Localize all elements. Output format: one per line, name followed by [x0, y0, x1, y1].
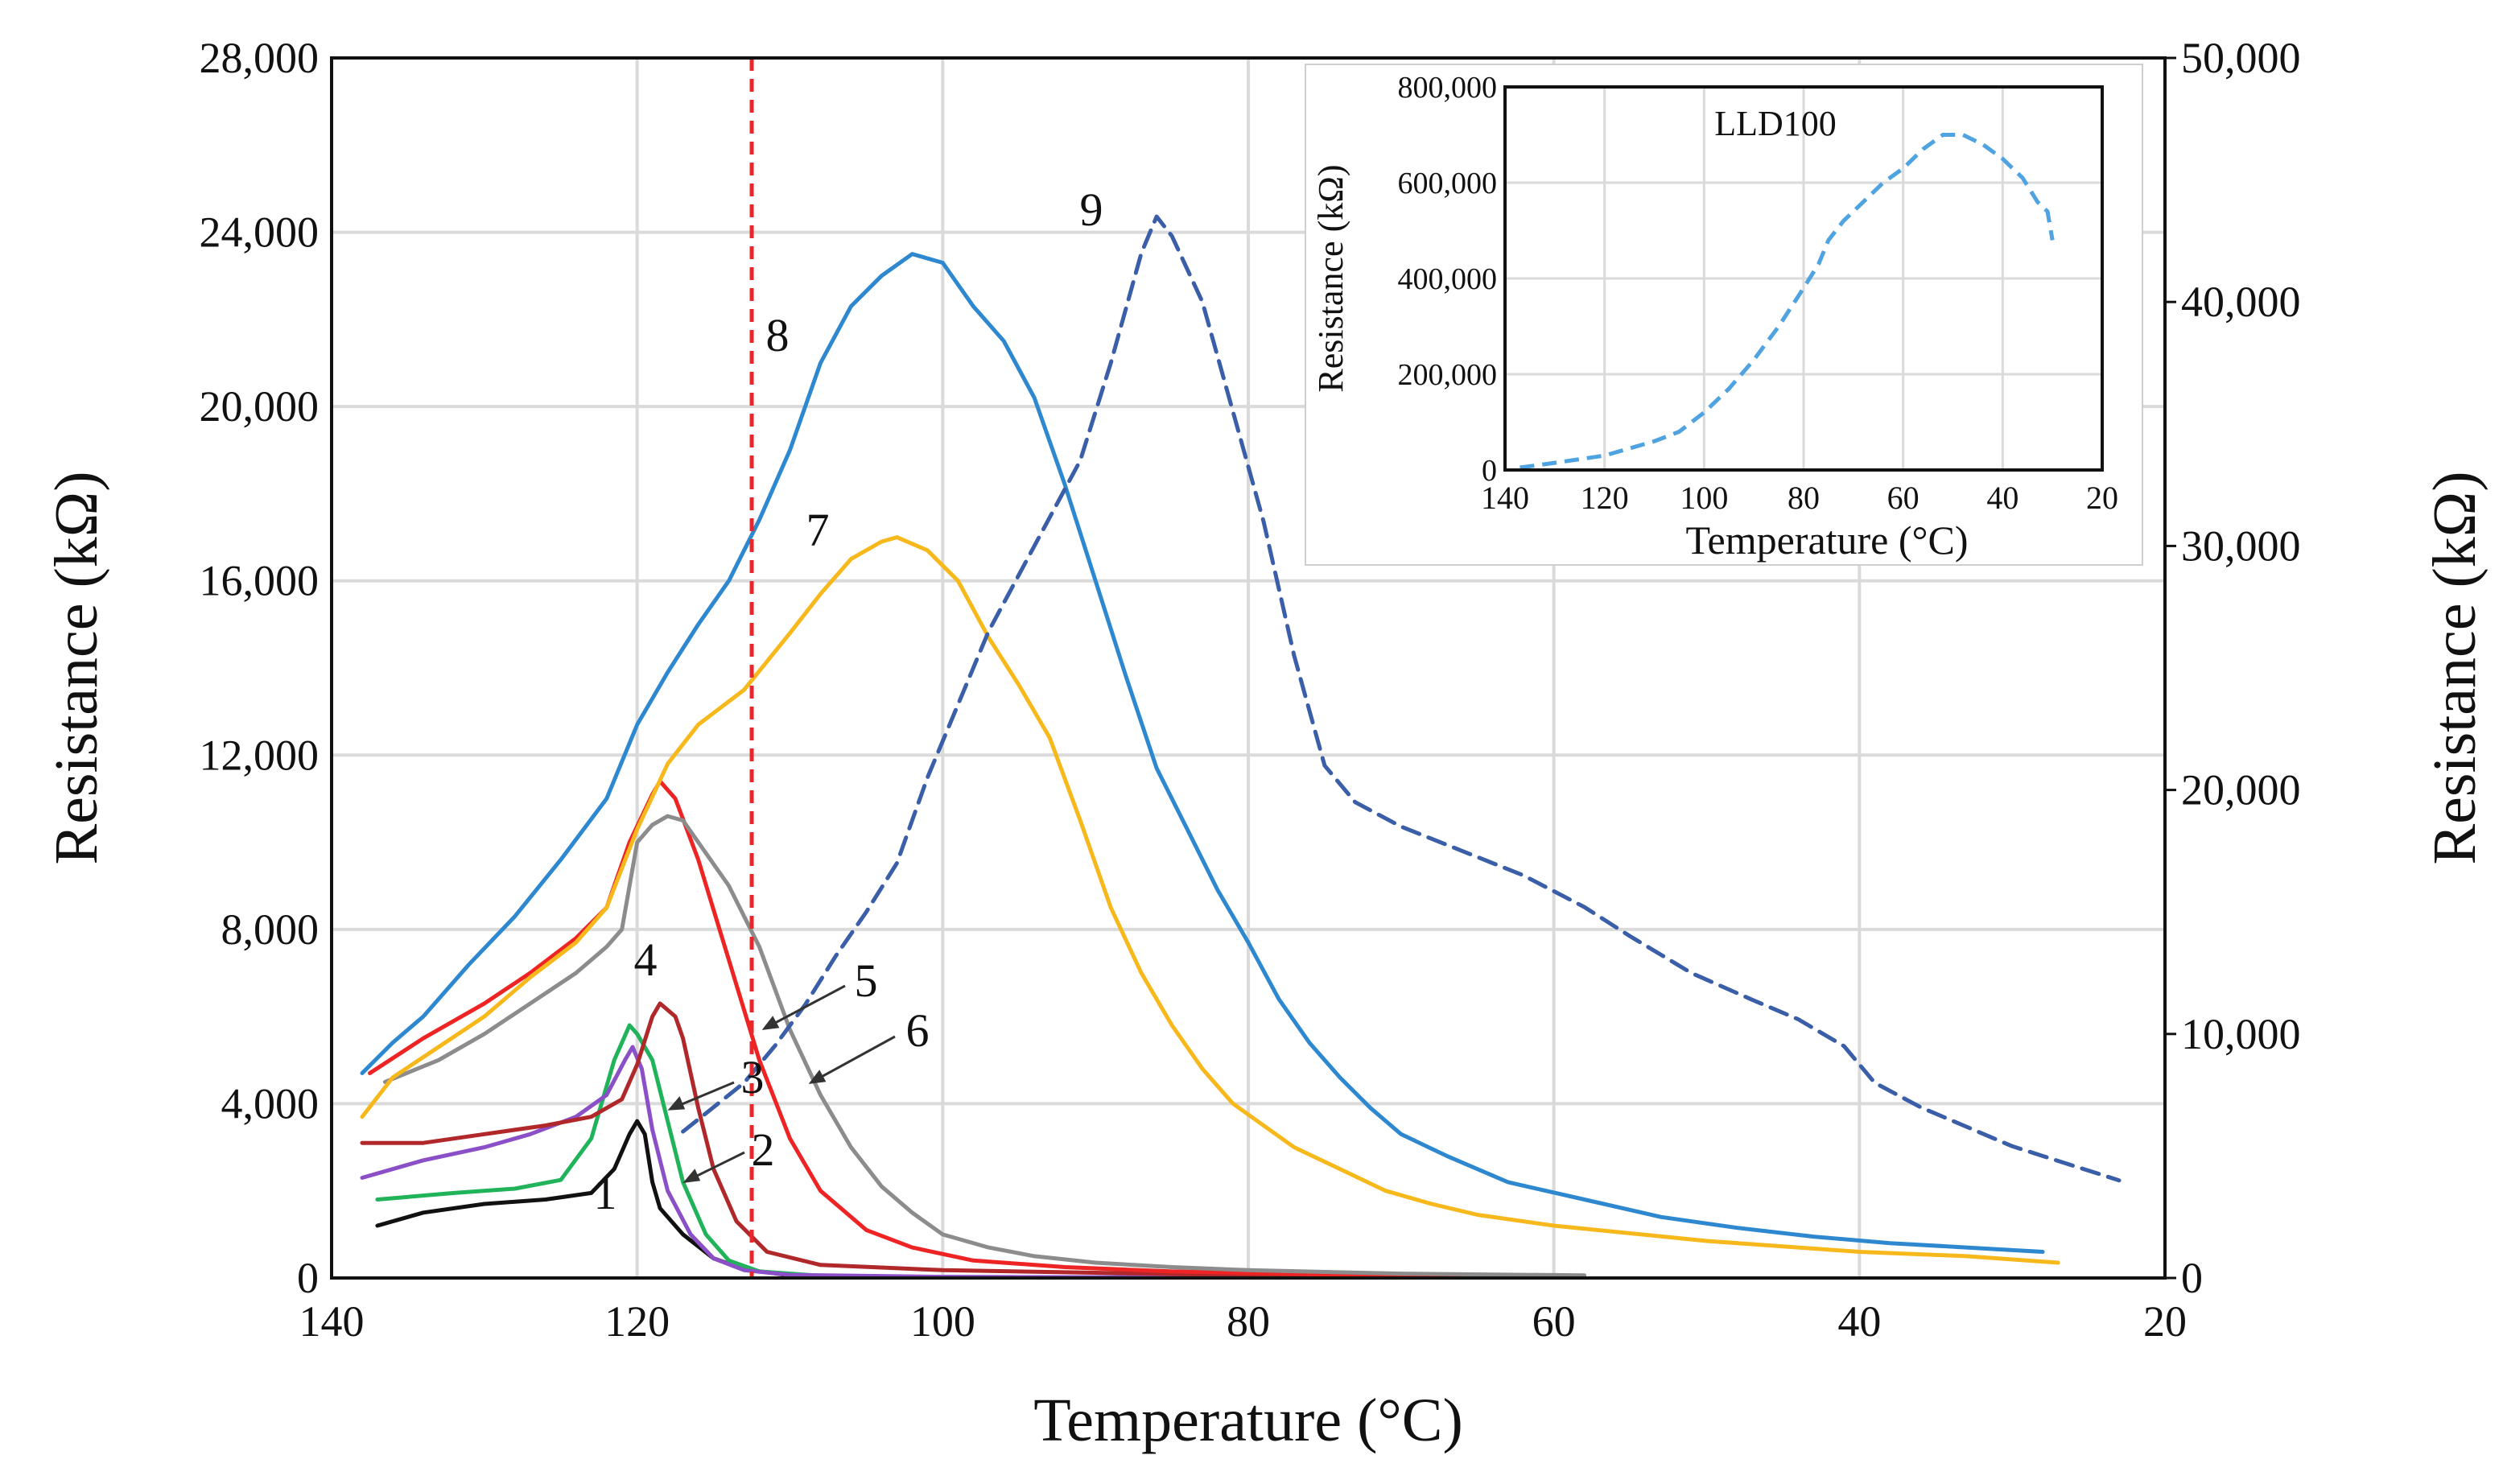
main-x-tick-label: 60 [1532, 1297, 1576, 1346]
main-x-tick-labels: 140 120 100 80 60 40 20 [299, 1297, 2188, 1346]
series-line-4 [360, 1001, 1404, 1279]
main-x-axis-label: Temperature (°C) [1033, 1387, 1463, 1454]
curve-label-3: 3 [741, 1051, 765, 1103]
series-line-8 [360, 252, 2045, 1254]
main-y-left-tick-labels: 0 4,000 8,000 12,000 16,000 20,000 24,000 28,00… [200, 34, 320, 1302]
inset-x-tick-label: 140 [1481, 480, 1529, 516]
main-y-left-tick-label: 20,000 [200, 382, 320, 431]
inset-y-tick-label: 600,000 [1398, 167, 1498, 200]
series-line-9 [681, 214, 2122, 1183]
inset-x-tick-labels: 140 120 100 80 60 40 20 [1481, 480, 2118, 516]
main-x-tick-label: 80 [1227, 1297, 1270, 1346]
main-y-right-tick-label: 30,000 [2181, 521, 2301, 570]
series-line-6 [382, 814, 1587, 1278]
main-y-left-tick-label: 28,000 [200, 34, 320, 82]
inset-x-axis-label: Temperature (°C) [1685, 517, 1968, 563]
inset-series-line [1520, 133, 2055, 470]
curve-label-2: 2 [752, 1123, 775, 1176]
inset-y-tick-label: 200,000 [1398, 358, 1498, 392]
inset-x-tick-label: 20 [2086, 480, 2118, 516]
main-y-right-axis-label: Resistance (kΩ) [2421, 471, 2489, 864]
main-y-right-tick-label: 20,000 [2181, 766, 2301, 814]
pointer-arrowhead-3 [667, 1096, 686, 1111]
inset-x-tick-label: 40 [1986, 480, 2018, 516]
inset-x-tick-label: 80 [1788, 480, 1820, 516]
inset-x-tick-label: 60 [1887, 480, 1920, 516]
main-y-left-tick-label: 4,000 [221, 1079, 320, 1127]
main-x-tick-label: 20 [2143, 1297, 2187, 1346]
main-y-left-tick-label: 0 [297, 1254, 319, 1302]
series-line-5 [368, 779, 1480, 1278]
curve-label-4: 4 [634, 934, 658, 986]
pointer-arrowhead-6 [808, 1070, 827, 1084]
main-x-tick-label: 100 [910, 1297, 975, 1346]
inset-plot-frame [1503, 85, 2104, 472]
inset-title: LLD100 [1714, 104, 1837, 143]
inset-chart: 140 120 100 80 60 40 20 0 200,000 400,000 600,000… [1305, 64, 2143, 566]
pointer-arrows [667, 984, 896, 1183]
inset-series-group [1520, 133, 2055, 470]
inset-y-tick-label: 0 [1482, 454, 1497, 488]
curve-label-7: 7 [806, 504, 830, 556]
inset-y-tick-label: 400,000 [1398, 262, 1498, 296]
series-line-7 [360, 535, 2060, 1265]
series-line-3 [360, 1045, 1251, 1280]
curve-label-5: 5 [855, 954, 878, 1007]
main-y-left-tick-label: 8,000 [221, 905, 320, 954]
main-plot-frame [330, 56, 2167, 1280]
main-series-group [360, 214, 2122, 1280]
curve-label-8: 8 [766, 309, 790, 361]
main-y-right-tick-labels: 0 10,000 20,000 30,000 40,000 50,000 [2165, 34, 2301, 1302]
inset-y-tick-label: 800,000 [1398, 71, 1498, 105]
inset-y-axis-label: Resistance (kΩ) [1311, 164, 1350, 392]
main-y-right-tick-label: 50,000 [2181, 34, 2301, 82]
main-y-right-tick-label: 0 [2181, 1254, 2203, 1302]
main-y-right-tick-label: 40,000 [2181, 278, 2301, 326]
inset-x-tick-label: 100 [1680, 480, 1728, 516]
pointer-arrowhead-2 [682, 1169, 701, 1183]
inset-y-tick-labels: 0 200,000 400,000 600,000 800,000 [1398, 71, 1498, 488]
main-x-tick-label: 140 [299, 1297, 365, 1346]
pointer-arrowhead-5 [761, 1016, 780, 1030]
curve-label-1: 1 [594, 1167, 617, 1219]
curve-label-9: 9 [1080, 183, 1103, 236]
main-y-right-tick-label: 10,000 [2181, 1010, 2301, 1058]
curve-label-6: 6 [906, 1004, 930, 1057]
main-x-tick-label: 120 [604, 1297, 670, 1346]
main-y-left-tick-label: 16,000 [200, 557, 320, 605]
main-y-left-tick-label: 24,000 [200, 208, 320, 257]
main-y-left-tick-label: 12,000 [200, 731, 320, 779]
pointer-arrow-6 [810, 1035, 896, 1084]
main-y-left-axis-label: Resistance (kΩ) [43, 471, 110, 864]
main-x-tick-label: 40 [1837, 1297, 1881, 1346]
inset-x-tick-label: 120 [1581, 480, 1629, 516]
pointer-arrow-5 [764, 984, 846, 1030]
